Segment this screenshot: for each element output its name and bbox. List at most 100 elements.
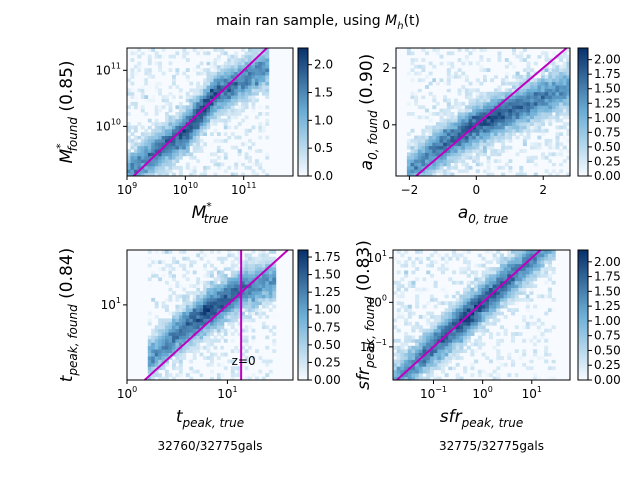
density-cell	[192, 88, 197, 93]
density-cell	[544, 51, 549, 56]
density-cell	[241, 58, 245, 62]
density-cell	[161, 152, 166, 157]
density-cell	[507, 253, 512, 258]
plot-frame	[395, 47, 571, 177]
density-cell	[470, 311, 475, 316]
density-cell	[251, 338, 256, 343]
density-cell	[147, 169, 152, 174]
density-cell	[417, 162, 422, 167]
density-cell	[425, 142, 429, 147]
density-cell	[490, 128, 495, 133]
density-cell	[241, 162, 245, 167]
density-cell	[537, 105, 542, 110]
density-cell	[400, 311, 405, 316]
density-cell	[566, 61, 570, 66]
density-cell	[533, 162, 538, 167]
density-cell	[168, 135, 173, 140]
density-cell	[411, 338, 416, 343]
density-cell	[189, 359, 194, 364]
density-cell	[168, 88, 173, 93]
density-cell	[526, 54, 531, 59]
density-cell	[248, 85, 252, 89]
density-cell	[448, 301, 453, 306]
density-cell	[199, 118, 204, 123]
density-cell	[220, 270, 225, 275]
density-cell	[255, 301, 259, 306]
density-cell	[457, 88, 462, 93]
density-cell	[168, 152, 173, 157]
density-cell	[196, 280, 201, 285]
density-cell	[439, 58, 444, 62]
density-cell	[486, 145, 491, 150]
density-cell	[537, 112, 542, 116]
density-cell	[255, 297, 259, 302]
density-cell	[530, 159, 535, 163]
density-cell	[230, 369, 235, 374]
density-cell	[127, 128, 131, 133]
density-cell	[199, 128, 204, 133]
density-cell	[541, 95, 545, 99]
density-cell	[147, 352, 152, 357]
density-cell	[206, 284, 211, 288]
density-cell	[258, 64, 263, 69]
density-cell	[172, 162, 176, 167]
density-cell	[216, 373, 221, 377]
density-cell	[258, 253, 263, 258]
density-cell	[172, 165, 176, 170]
density-cell	[182, 112, 187, 116]
density-cell	[223, 64, 228, 69]
density-cell	[551, 297, 556, 302]
density-cell	[452, 345, 457, 350]
density-cell	[216, 145, 221, 150]
density-cell	[192, 345, 197, 350]
density-cell	[199, 369, 204, 374]
density-cell	[400, 356, 405, 360]
density-cell	[492, 256, 497, 261]
density-cell	[444, 260, 449, 265]
density-cell	[196, 149, 201, 153]
density-cell	[454, 71, 458, 76]
density-cell	[440, 359, 445, 364]
y-tick-label: 0	[382, 118, 390, 132]
density-cell	[486, 142, 491, 147]
density-cell	[439, 78, 444, 83]
density-cell	[230, 68, 235, 72]
density-cell	[216, 318, 221, 323]
density-cell	[444, 291, 449, 295]
density-cell	[562, 101, 567, 106]
density-cell	[127, 91, 131, 96]
density-cell	[237, 260, 242, 265]
density-cell	[234, 311, 239, 316]
density-cell	[518, 270, 523, 275]
density-cell	[425, 145, 429, 150]
density-cell	[566, 71, 570, 76]
density-cell	[493, 118, 498, 123]
density-cell	[172, 81, 176, 86]
density-cell	[566, 81, 570, 86]
density-cell	[192, 260, 197, 265]
density-cell	[172, 155, 176, 160]
density-cell	[140, 142, 145, 147]
density-cell	[151, 273, 156, 278]
density-cell	[216, 85, 221, 89]
density-cell	[241, 64, 245, 69]
density-cell	[241, 85, 245, 89]
density-cell	[435, 152, 440, 157]
density-cell	[544, 101, 549, 106]
density-cell	[244, 301, 249, 306]
density-cell	[477, 250, 482, 254]
density-cell	[261, 74, 266, 79]
density-cell	[529, 321, 534, 326]
density-cell	[213, 85, 218, 89]
density-cell	[258, 71, 263, 76]
density-cell	[400, 359, 405, 364]
density-cell	[234, 91, 239, 96]
density-cell	[158, 356, 162, 360]
colorbar-tick-label: 0.00	[314, 373, 341, 387]
density-cell	[185, 112, 190, 116]
density-cell	[220, 135, 225, 140]
density-cell	[258, 256, 263, 261]
density-cell	[525, 304, 530, 309]
density-cell	[127, 159, 131, 163]
density-cell	[140, 105, 145, 110]
